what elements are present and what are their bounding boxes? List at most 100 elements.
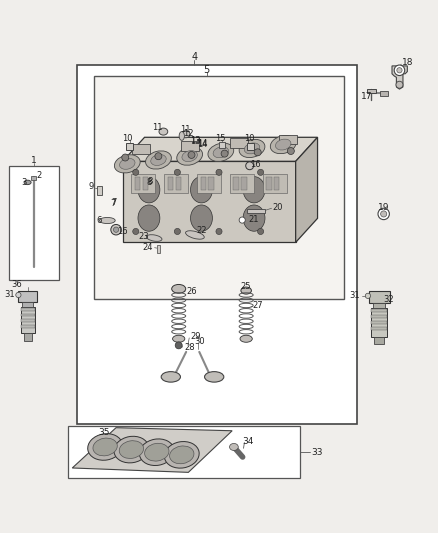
Bar	[279, 135, 297, 144]
Ellipse shape	[145, 151, 171, 169]
Bar	[21, 319, 35, 322]
Text: 30: 30	[194, 337, 205, 346]
Bar	[18, 290, 37, 302]
Text: 11: 11	[152, 123, 163, 132]
Circle shape	[258, 229, 264, 235]
Bar	[247, 209, 265, 213]
Ellipse shape	[213, 147, 229, 158]
Ellipse shape	[186, 231, 204, 239]
Ellipse shape	[270, 135, 296, 154]
Bar	[230, 138, 248, 148]
Bar	[131, 174, 155, 193]
Text: 7: 7	[111, 198, 117, 207]
Bar	[241, 177, 247, 190]
Circle shape	[378, 208, 389, 220]
Text: 7: 7	[110, 199, 116, 208]
Text: 4: 4	[191, 52, 198, 62]
Bar	[371, 315, 387, 318]
Ellipse shape	[172, 285, 186, 293]
Bar	[22, 302, 33, 307]
Polygon shape	[123, 161, 296, 243]
Circle shape	[397, 68, 402, 73]
Ellipse shape	[159, 128, 168, 135]
Ellipse shape	[88, 434, 123, 461]
Ellipse shape	[241, 287, 251, 294]
Bar	[197, 174, 221, 193]
Text: 9: 9	[89, 182, 94, 191]
Ellipse shape	[119, 441, 144, 458]
Ellipse shape	[164, 441, 199, 468]
Ellipse shape	[151, 155, 166, 165]
Bar	[157, 245, 160, 253]
Text: 19: 19	[378, 203, 389, 212]
Bar	[233, 177, 239, 190]
Text: 21: 21	[249, 215, 259, 224]
Bar	[31, 176, 36, 180]
Text: 25: 25	[240, 282, 251, 290]
Text: 16: 16	[251, 160, 261, 169]
Ellipse shape	[182, 151, 198, 161]
Bar	[374, 336, 384, 344]
Text: 13: 13	[190, 136, 200, 145]
Ellipse shape	[208, 143, 234, 161]
Ellipse shape	[24, 180, 31, 184]
Bar	[380, 91, 388, 96]
Text: 11: 11	[180, 125, 191, 134]
Ellipse shape	[146, 235, 162, 241]
Ellipse shape	[120, 158, 135, 169]
Bar	[21, 307, 35, 333]
Text: 33: 33	[311, 448, 322, 457]
Text: 23: 23	[138, 232, 149, 241]
Bar	[97, 186, 102, 195]
Circle shape	[394, 65, 405, 76]
Circle shape	[216, 229, 222, 235]
Bar	[371, 321, 387, 324]
Ellipse shape	[191, 176, 212, 203]
Polygon shape	[72, 427, 232, 472]
Circle shape	[113, 227, 119, 232]
Text: 17: 17	[361, 92, 373, 101]
Bar	[9, 166, 59, 280]
Text: 15: 15	[215, 134, 226, 143]
Circle shape	[221, 150, 228, 157]
Bar	[168, 177, 173, 190]
Circle shape	[365, 293, 371, 298]
Circle shape	[122, 154, 129, 161]
Bar	[371, 327, 387, 329]
Text: 14: 14	[197, 139, 208, 148]
Bar	[263, 174, 287, 193]
Ellipse shape	[191, 205, 212, 231]
Bar	[373, 303, 385, 308]
Circle shape	[111, 224, 121, 235]
Text: 31: 31	[4, 290, 14, 300]
Ellipse shape	[276, 139, 291, 150]
Circle shape	[239, 217, 245, 223]
Text: 26: 26	[186, 287, 197, 296]
Ellipse shape	[114, 155, 140, 173]
Bar	[369, 290, 390, 303]
Bar	[21, 308, 35, 311]
Circle shape	[246, 162, 254, 169]
Text: 16: 16	[117, 227, 128, 236]
Circle shape	[174, 229, 180, 235]
Circle shape	[216, 169, 222, 175]
Ellipse shape	[173, 335, 185, 342]
Ellipse shape	[239, 139, 265, 158]
Ellipse shape	[181, 131, 190, 138]
Text: 3: 3	[21, 178, 27, 187]
Text: 18: 18	[402, 58, 413, 67]
Text: 12: 12	[183, 129, 194, 138]
Text: 14: 14	[197, 140, 208, 149]
Text: 32: 32	[384, 295, 394, 304]
Text: 2: 2	[36, 171, 41, 180]
Circle shape	[133, 169, 139, 175]
Ellipse shape	[179, 132, 184, 140]
Text: 13: 13	[190, 137, 201, 146]
Text: 10: 10	[122, 134, 132, 143]
Ellipse shape	[93, 438, 117, 456]
Ellipse shape	[230, 443, 238, 450]
Text: 36: 36	[11, 280, 22, 289]
Ellipse shape	[177, 147, 202, 165]
Text: 10: 10	[244, 134, 255, 143]
Bar	[132, 144, 150, 154]
